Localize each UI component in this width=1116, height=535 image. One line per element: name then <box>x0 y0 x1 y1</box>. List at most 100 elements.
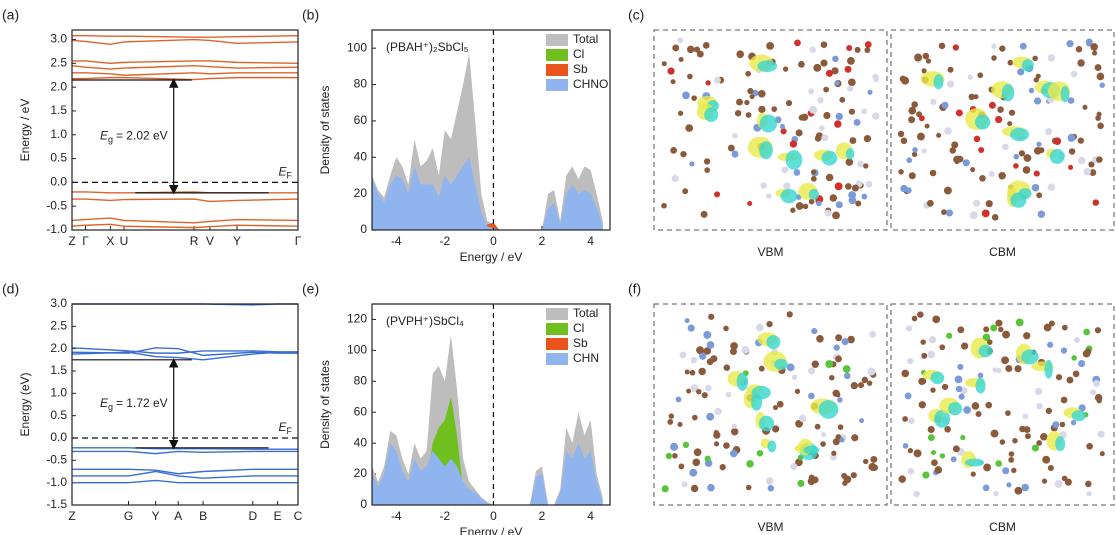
atom <box>1059 421 1066 428</box>
atom <box>995 319 1003 327</box>
atom <box>932 315 941 324</box>
atom <box>1036 141 1042 147</box>
orbital-lobe <box>1060 86 1070 103</box>
legend-swatch <box>546 353 568 365</box>
atom <box>825 360 834 369</box>
atom <box>1055 374 1063 381</box>
chart: (a)-1.0-0.50.00.51.01.52.02.53.0Z Γ X U R V Y Γ… <box>2 7 302 248</box>
atom <box>988 101 996 109</box>
fermi-symbol: E <box>278 420 287 434</box>
atom <box>1068 148 1076 155</box>
atom <box>916 111 922 118</box>
atom <box>945 209 954 217</box>
atom <box>1077 156 1086 165</box>
atom <box>798 61 805 68</box>
atom <box>934 466 943 474</box>
atom <box>960 434 966 441</box>
atom <box>981 209 990 218</box>
atom <box>863 134 872 143</box>
atom <box>736 50 745 59</box>
atom <box>671 174 679 183</box>
atom <box>921 352 928 359</box>
atom <box>758 105 766 114</box>
atom <box>809 46 816 53</box>
legend-swatch <box>546 323 568 335</box>
orbital-lobe <box>845 148 855 160</box>
atom <box>799 414 807 423</box>
atom <box>941 209 947 216</box>
atom <box>795 202 804 210</box>
atom <box>1011 467 1017 474</box>
atom <box>677 37 684 44</box>
atom <box>661 202 667 209</box>
x-tick-label: X <box>106 234 114 248</box>
atom <box>714 407 722 416</box>
atom <box>1090 389 1096 396</box>
atom <box>872 112 880 120</box>
atom <box>772 425 780 433</box>
orbital-lobe <box>1049 148 1065 165</box>
atom <box>911 315 918 322</box>
atom <box>677 421 683 427</box>
atom <box>678 56 684 62</box>
atom <box>790 462 798 470</box>
atom <box>723 364 731 371</box>
atom <box>1033 97 1042 105</box>
atom <box>734 110 742 117</box>
atom <box>689 369 696 376</box>
atom <box>696 388 702 395</box>
atom <box>914 53 923 62</box>
atom <box>851 184 859 192</box>
atom <box>735 98 743 106</box>
atom <box>957 326 965 334</box>
atom <box>760 182 767 189</box>
gap-subscript: g <box>108 135 113 145</box>
atom <box>661 61 667 67</box>
atom <box>693 448 702 457</box>
atom <box>955 109 963 117</box>
plot-frame <box>71 29 299 231</box>
atom <box>703 330 712 339</box>
atom <box>682 91 690 100</box>
atom <box>850 382 859 390</box>
atom <box>1047 54 1056 62</box>
orbital-lobe <box>975 377 986 394</box>
band-line <box>71 223 299 229</box>
atom <box>870 455 878 463</box>
atom <box>798 114 805 121</box>
atom <box>686 388 692 394</box>
atom <box>908 116 916 124</box>
atom <box>689 161 695 167</box>
atom <box>922 471 930 479</box>
atom <box>771 106 778 112</box>
atom <box>783 182 791 190</box>
atom <box>703 158 711 165</box>
atom <box>714 191 721 198</box>
y-tick-label: 2.5 <box>50 319 67 333</box>
atom <box>808 88 815 95</box>
x-tick-label: E <box>274 509 282 523</box>
atom <box>978 146 985 154</box>
panel-label: (c) <box>628 7 644 23</box>
atom <box>1097 122 1104 130</box>
orbital-lobe <box>1021 59 1034 72</box>
atom <box>913 490 920 498</box>
atom <box>1088 161 1095 168</box>
atom <box>924 123 930 129</box>
band-line <box>72 60 299 65</box>
atom <box>706 358 714 366</box>
atom <box>1047 183 1056 191</box>
atom <box>902 416 908 422</box>
orbital-lobe <box>785 150 803 170</box>
atom <box>793 169 801 176</box>
atom <box>849 137 857 145</box>
atom <box>835 112 843 121</box>
atom <box>680 150 687 158</box>
atom <box>730 428 739 436</box>
y-axis-label: Density of states <box>318 360 332 449</box>
atom <box>1041 478 1048 484</box>
atom <box>990 324 998 332</box>
atom <box>834 182 843 191</box>
atom <box>1001 356 1010 365</box>
